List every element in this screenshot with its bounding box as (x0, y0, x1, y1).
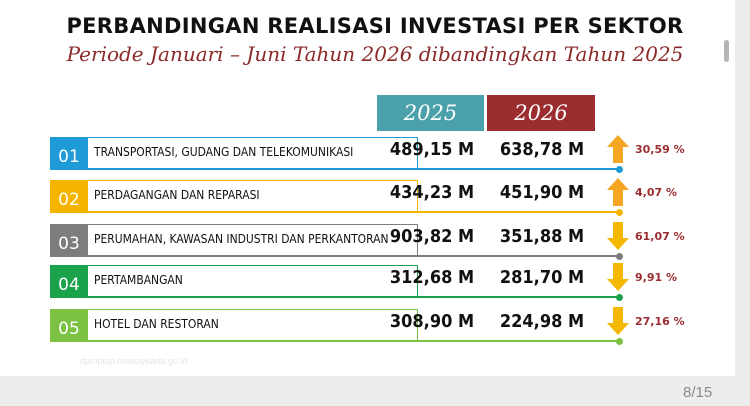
value-2026: 224,98 M (499, 311, 585, 332)
sector-label-box (88, 137, 418, 170)
value-2026: 451,90 M (499, 182, 585, 203)
row-underline-dot (616, 252, 623, 260)
sector-number-badge: 04 (50, 265, 88, 298)
value-2026: 638,78 M (499, 139, 585, 160)
arrow-down-icon (607, 307, 629, 335)
slide: PERBANDINGAN REALISASI INVESTASI PER SEK… (0, 0, 735, 376)
row-underline (50, 168, 619, 170)
sector-number-badge: 03 (50, 224, 88, 257)
sector-label-box (88, 309, 418, 342)
change-percent: 9,91 % (635, 271, 677, 284)
sector-number-badge: 02 (50, 180, 88, 213)
sector-label: HOTEL DAN RESTORAN (94, 316, 219, 331)
value-2025: 903,82 M (389, 226, 475, 247)
arrow-down-icon (607, 222, 629, 250)
value-2025: 434,23 M (389, 182, 475, 203)
page-title: PERBANDINGAN REALISASI INVESTASI PER SEK… (66, 14, 684, 38)
value-2025: 308,90 M (389, 311, 475, 332)
arrow-up-icon (607, 178, 629, 206)
scrollbar[interactable] (724, 40, 729, 62)
row-underline (50, 255, 619, 257)
value-2025: 489,15 M (389, 139, 475, 160)
change-percent: 27,16 % (635, 315, 685, 328)
sector-row: 05 HOTEL DAN RESTORAN 308,90 M 224,98 M … (50, 306, 740, 350)
row-underline (50, 340, 619, 342)
sector-label: PERTAMBANGAN (94, 272, 183, 287)
row-underline (50, 211, 619, 213)
column-header-2026: 2026 (487, 95, 595, 131)
row-underline-dot (616, 208, 623, 216)
page-indicator: 8/15 (683, 384, 713, 401)
change-percent: 4,07 % (635, 186, 677, 199)
sector-row: 04 PERTAMBANGAN 312,68 M 281,70 M 9,91 % (50, 262, 740, 306)
sector-label-box (88, 180, 418, 213)
sector-row: 02 PERDAGANGAN DAN REPARASI 434,23 M 451… (50, 177, 740, 221)
value-2025: 312,68 M (389, 267, 475, 288)
row-underline-dot (616, 293, 623, 301)
value-2026: 281,70 M (499, 267, 585, 288)
row-underline (50, 296, 619, 298)
row-underline-dot (616, 165, 623, 173)
sector-label: PERDAGANGAN DAN REPARASI (94, 187, 260, 202)
change-percent: 30,59 % (635, 143, 685, 156)
value-2026: 351,88 M (499, 226, 585, 247)
sector-label: TRANSPORTASI, GUDANG DAN TELEKOMUNIKASI (94, 144, 354, 159)
sector-row: 03 PERUMAHAN, KAWASAN INDUSTRI DAN PERKA… (50, 221, 740, 265)
sector-number-badge: 01 (50, 137, 88, 170)
change-percent: 61,07 % (635, 230, 685, 243)
watermark: dpmptsp.mawaykarta.go.id (80, 356, 188, 366)
arrow-down-icon (607, 263, 629, 291)
column-header-2025: 2025 (377, 95, 484, 131)
sector-number-badge: 05 (50, 309, 88, 342)
page-subtitle: Periode Januari – Juni Tahun 2026 diband… (66, 42, 684, 66)
sector-label-box (88, 224, 418, 257)
sector-label: PERUMAHAN, KAWASAN INDUSTRI DAN PERKANTO… (94, 231, 389, 246)
sector-row: 01 TRANSPORTASI, GUDANG DAN TELEKOMUNIKA… (50, 134, 740, 178)
arrow-up-icon (607, 135, 629, 163)
row-underline-dot (616, 337, 623, 345)
sector-label-box (88, 265, 418, 298)
